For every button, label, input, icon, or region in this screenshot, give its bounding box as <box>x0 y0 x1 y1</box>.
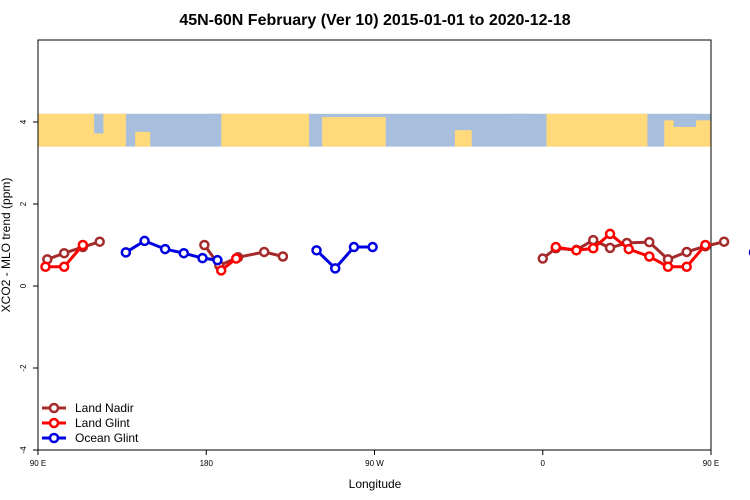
map-land-1 <box>135 131 151 147</box>
legend-marker-0 <box>48 402 60 414</box>
series-0-point-2-4 <box>604 242 616 254</box>
map-land-5 <box>546 113 648 147</box>
map-water-2 <box>393 120 427 141</box>
x-axis: 90 E 180 90 W 0 90 E <box>30 450 719 468</box>
series-2-point-1-3 <box>367 241 378 253</box>
series-0-point-2-0 <box>537 253 548 264</box>
map-land-3 <box>322 117 386 147</box>
series-0-point-1-0 <box>199 239 210 251</box>
map-water-3 <box>505 113 536 132</box>
x-tick-label-3: 0 <box>541 459 546 468</box>
series-0-point-1-3 <box>258 246 270 258</box>
y-tick-label-0: -4 <box>19 446 28 454</box>
series-0-point-2-8 <box>681 246 692 258</box>
y-axis-label: XCO2 - MLO trend (ppm) <box>0 178 13 313</box>
x-tick-label-0: 90 E <box>30 459 46 468</box>
series-1-point-2-3 <box>604 228 616 240</box>
series-2 <box>120 235 750 274</box>
series-1-point-2-4 <box>623 243 634 255</box>
series-1-point-2-5 <box>644 251 655 262</box>
y-axis: -4 -2 0 2 4 <box>19 119 38 454</box>
series-2-point-0-3 <box>178 247 190 259</box>
series-1 <box>40 228 711 276</box>
series-0-point-2-3 <box>587 234 599 246</box>
series-2-point-1-2 <box>348 241 360 253</box>
series-2-point-0-1 <box>139 235 150 247</box>
series-1-point-0-0 <box>40 261 51 272</box>
series-2-point-0-2 <box>159 243 171 255</box>
legend-label-0: Land Nadir <box>75 401 134 415</box>
series-layer <box>40 228 750 276</box>
series-0-point-2-10 <box>718 236 730 247</box>
y-tick-label-2: 0 <box>19 283 28 288</box>
series-1-point-2-6 <box>662 261 674 272</box>
map-land-4 <box>454 130 472 147</box>
y-tick-label-1: -2 <box>19 364 28 372</box>
series-1-point-2-0 <box>550 241 562 253</box>
series-2-line-1 <box>315 245 373 271</box>
legend-label-2: Ocean Glint <box>75 431 139 445</box>
series-1-point-1-1 <box>230 253 242 264</box>
y-tick-label-4: 4 <box>19 119 28 124</box>
map-land-0 <box>38 113 126 147</box>
map-land-2 <box>221 113 310 147</box>
map-water-4 <box>673 113 697 127</box>
legend-marker-2 <box>48 432 60 444</box>
y-tick-label-3: 2 <box>19 201 28 206</box>
map-water-1 <box>206 113 222 131</box>
series-2-point-0-4 <box>197 252 208 264</box>
series-1-point-0-2 <box>77 239 89 251</box>
series-1-point-0-1 <box>58 261 70 272</box>
series-1-point-2-7 <box>681 261 692 272</box>
series-0-line-0 <box>46 240 101 261</box>
legend-label-1: Land Glint <box>75 416 130 430</box>
series-2-point-0-0 <box>120 247 132 258</box>
legend-marker-1 <box>48 417 60 429</box>
map-water-0 <box>94 113 104 134</box>
series-0-point-0-1 <box>58 247 70 259</box>
series-0-point-0-3 <box>94 236 105 247</box>
series-1-point-2-2 <box>587 243 599 254</box>
chart-title: 45N-60N February (Ver 10) 2015-01-01 to … <box>179 12 570 29</box>
series-1-point-2-8 <box>700 239 711 251</box>
series-0-point-1-4 <box>277 251 289 262</box>
series-0-point-2-6 <box>644 236 655 248</box>
series-1-point-1-0 <box>215 265 227 276</box>
series-2-point-0-5 <box>212 254 223 266</box>
series-2-point-1-1 <box>329 263 341 274</box>
x-tick-label-1: 180 <box>200 459 214 468</box>
series-2-point-1-0 <box>311 245 322 256</box>
x-tick-label-2: 90 W <box>365 459 384 468</box>
x-axis-label: Longitude <box>349 477 402 491</box>
map-band-land <box>38 113 711 147</box>
map-band <box>38 113 711 147</box>
x-tick-label-4: 90 E <box>703 459 719 468</box>
series-1-point-2-1 <box>571 245 582 256</box>
